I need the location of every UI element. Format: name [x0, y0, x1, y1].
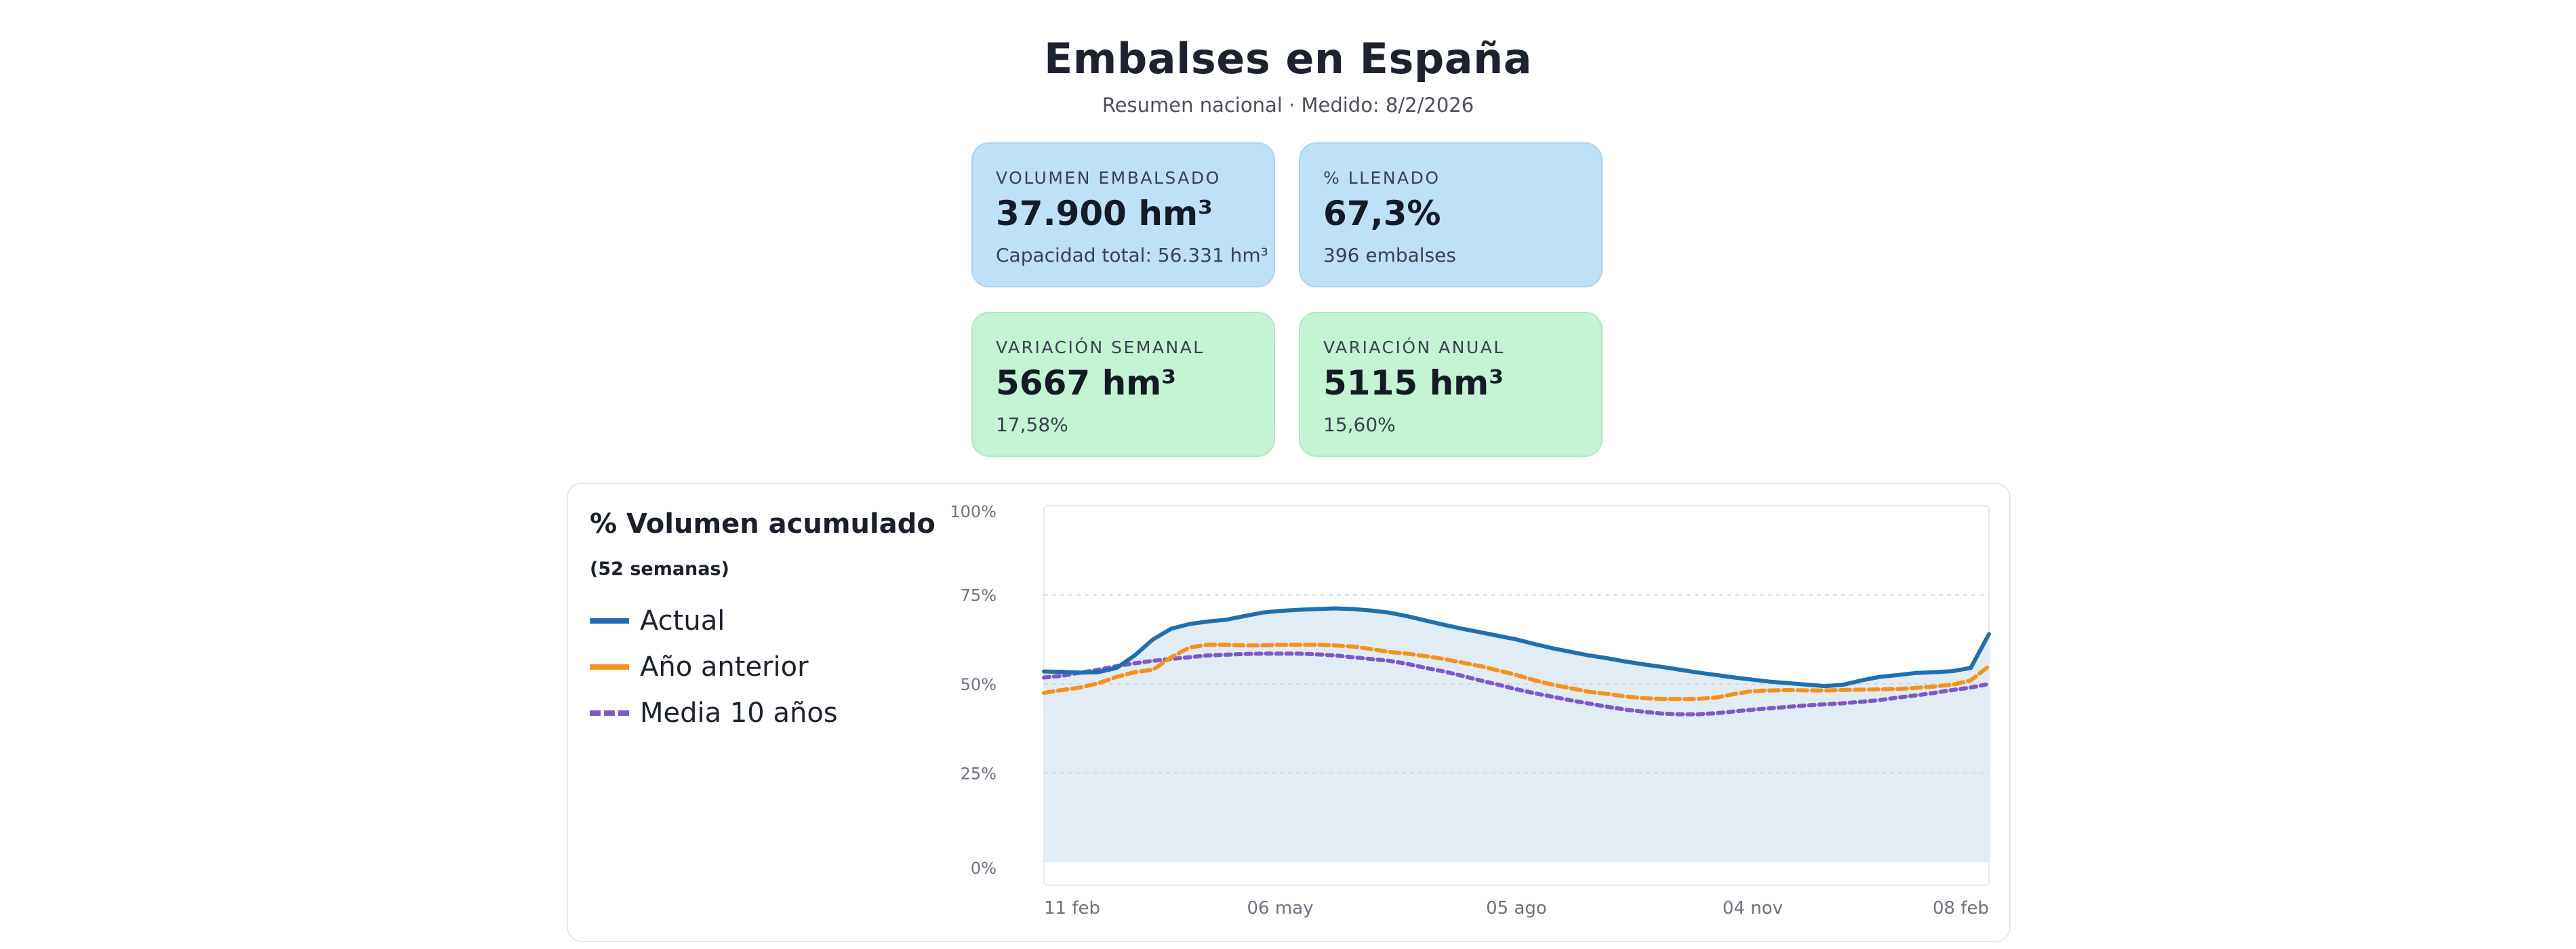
series-line-anterior	[1042, 643, 1991, 702]
y-tick-label: 25%	[961, 765, 997, 784]
stat-card-label: VARIACIÓN SEMANAL	[996, 338, 1205, 357]
stat-card-value: 5667 hm³	[996, 363, 1177, 403]
legend-item-anterior[interactable]: Año anterior	[590, 644, 838, 690]
x-tick-label: 05 ago	[1486, 898, 1547, 918]
stat-card-value: 37.900 hm³	[996, 194, 1213, 233]
stat-card-volumen: VOLUMEN EMBALSADO 37.900 hm³ Capacidad t…	[971, 142, 1275, 287]
legend-item-media[interactable]: Media 10 años	[590, 690, 838, 736]
area-fill-actual	[1044, 608, 1989, 862]
y-tick-label: 75%	[961, 586, 997, 605]
y-tick-label: 50%	[961, 675, 997, 694]
series-line-actual	[1042, 606, 1991, 689]
chart-title: % Volumen acumulado	[590, 508, 935, 540]
stat-card-sub: 17,58%	[996, 413, 1068, 436]
stat-card-sub: 15,60%	[1323, 413, 1396, 436]
stat-card-label: VARIACIÓN ANUAL	[1323, 338, 1505, 357]
stat-card-value: 5115 hm³	[1323, 363, 1504, 403]
stat-card-variacion-anual: VARIACIÓN ANUAL 5115 hm³ 15,60%	[1299, 312, 1603, 457]
chart-legend: Actual Año anterior Media 10 años	[590, 598, 838, 736]
legend-label: Media 10 años	[640, 698, 838, 729]
legend-label: Actual	[640, 605, 725, 637]
legend-swatch-media	[590, 710, 629, 716]
legend-label: Año anterior	[640, 651, 809, 683]
stat-card-label: % LLENADO	[1323, 168, 1441, 188]
stat-card-sub: 396 embalses	[1323, 244, 1456, 266]
line-chart: 0% 25% 50% 75% 100% 11 feb 06 may 05 ago 04 nov 0…	[950, 502, 1991, 918]
x-tick-label: 11 feb	[1044, 898, 1100, 918]
legend-item-actual[interactable]: Actual	[590, 598, 838, 644]
x-tick-label: 04 nov	[1723, 898, 1783, 918]
y-tick-label: 100%	[950, 502, 997, 521]
y-tick-label: 0%	[971, 859, 997, 878]
page-title: Embalses en España	[1043, 34, 1533, 83]
stat-card-variacion-semanal: VARIACIÓN SEMANAL 5667 hm³ 17,58%	[971, 312, 1275, 457]
legend-swatch-actual	[590, 618, 629, 624]
stat-card-label: VOLUMEN EMBALSADO	[996, 168, 1221, 188]
x-tick-label: 06 may	[1247, 898, 1314, 918]
page-subtitle: Resumen nacional · Medido: 8/2/2026	[1102, 94, 1474, 117]
stat-card-sub: Capacidad total: 56.331 hm³	[996, 244, 1268, 266]
chart-panel: % Volumen acumulado (52 semanas) Actual …	[567, 483, 2011, 942]
stat-card-llenado: % LLENADO 67,3% 396 embalses	[1299, 142, 1603, 287]
x-tick-label: 08 feb	[1933, 898, 1989, 918]
chart-subtitle: (52 semanas)	[590, 559, 729, 580]
stat-card-value: 67,3%	[1323, 194, 1441, 233]
legend-swatch-anterior	[590, 664, 629, 670]
series-line-media	[1042, 651, 1991, 716]
